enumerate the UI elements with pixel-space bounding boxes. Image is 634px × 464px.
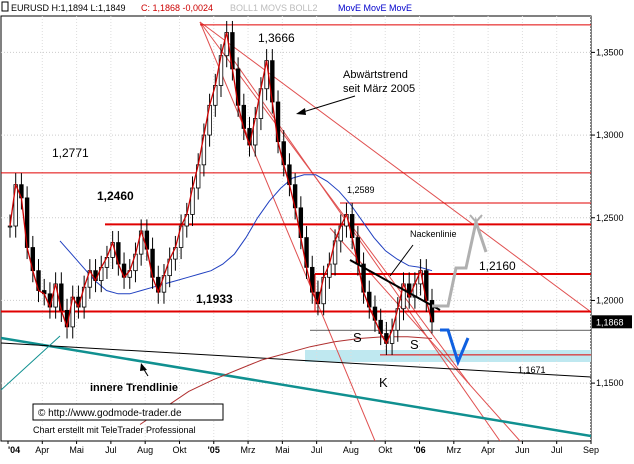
copyright-text: © http://www.godmode-trader.de bbox=[38, 408, 182, 419]
annotation-shoulder-left: S bbox=[353, 330, 362, 345]
footer: © http://www.godmode-trader.de Chart ers… bbox=[32, 403, 224, 435]
neckline bbox=[349, 259, 441, 311]
upper-band-line bbox=[59, 174, 433, 295]
x-tick-label: '06 bbox=[413, 445, 425, 455]
y-axis: 1,3500 1,3000 1,2500 1,2000 1,1500 bbox=[591, 47, 624, 388]
level-label-12460: 1,2460 bbox=[97, 189, 134, 203]
header-active-indicators: MovE MovE MovE bbox=[338, 3, 412, 13]
downtrend-line-middle bbox=[199, 21, 471, 386]
annotation-downtrend-pointer bbox=[302, 95, 356, 113]
x-tick-label: Mai bbox=[275, 445, 290, 455]
annotation-head: K bbox=[379, 375, 388, 390]
x-tick-label: '05 bbox=[208, 445, 220, 455]
level-label-13666: 1,3666 bbox=[258, 31, 295, 45]
x-tick-label: Aug bbox=[343, 445, 359, 455]
annotations: Abwärtstrend seit März 2005 Nackenlinie … bbox=[90, 69, 457, 394]
x-tick-label: Apr bbox=[35, 445, 49, 455]
level-label-12771: 1,2771 bbox=[52, 146, 89, 160]
level-labels: 1,3666 1,2771 1,2589 1,2460 1,2160 1,193… bbox=[52, 31, 546, 375]
forecast-bullish-path bbox=[432, 216, 488, 308]
x-tick-label: Sep bbox=[583, 445, 599, 455]
level-label-12160: 1,2160 bbox=[479, 259, 516, 273]
downtrend-line-lower bbox=[199, 21, 376, 441]
x-tick-label: Apr bbox=[481, 445, 495, 455]
candle-body bbox=[7, 225, 13, 228]
level-label-11933: 1,1933 bbox=[196, 292, 233, 306]
x-tick-label: Jul bbox=[551, 445, 563, 455]
header-close-info: C: 1,1868 -0,0024 bbox=[141, 3, 213, 13]
x-tick-label: Aug bbox=[137, 445, 153, 455]
x-tick-label: Jul bbox=[105, 445, 117, 455]
forecast-bullish-arrowhead bbox=[469, 214, 483, 224]
inner-trendline bbox=[1, 336, 591, 438]
created-with-text: Chart erstellt mit TeleTrader Profession… bbox=[33, 425, 196, 435]
last-price-tag: 1,1868 bbox=[592, 315, 632, 329]
level-label-12589: 1,2589 bbox=[347, 185, 375, 195]
x-tick-label: Mrz bbox=[241, 445, 256, 455]
header-symbol-info: EURUSD H:1,1894 L:1,1849 bbox=[11, 3, 126, 13]
annotation-inner-trendline: innere Trendlinie bbox=[90, 382, 178, 394]
neckline-pointer bbox=[389, 244, 414, 277]
last-price-label: 1,1868 bbox=[596, 317, 624, 327]
price-line bbox=[9, 32, 433, 345]
inner-trendline-left bbox=[1, 335, 61, 391]
x-tick-label: Okt bbox=[172, 445, 187, 455]
last-price-box bbox=[592, 315, 632, 329]
horizontal-levels bbox=[1, 24, 591, 356]
x-tick-label: Jun bbox=[515, 445, 530, 455]
x-tick-label: Okt bbox=[378, 445, 393, 455]
header-inactive-indicators: BOLL1 MOVS BOLL2 bbox=[230, 3, 318, 13]
copyright-box bbox=[32, 403, 224, 421]
forecast-bearish-path bbox=[440, 328, 470, 367]
level-label-11671: 1,1671 bbox=[518, 365, 546, 375]
annotation-neckline: Nackenlinie bbox=[410, 229, 457, 239]
y-tick-label: 1,2500 bbox=[596, 213, 624, 223]
long-support-line bbox=[1, 342, 591, 378]
annotation-downtrend: Abwärtstrend bbox=[343, 69, 408, 81]
y-tick-label: 1,3500 bbox=[596, 47, 624, 57]
x-tick-label: Mrz bbox=[446, 445, 461, 455]
x-tick-label: '04 bbox=[8, 445, 20, 455]
x-axis: '04 Apr Mai Jul Aug Okt '05 Mrz Mai Jul Aug Okt '06 M… bbox=[7, 441, 599, 455]
x-tick-label: Mai bbox=[69, 445, 84, 455]
annotation-downtrend-arrowhead bbox=[296, 108, 306, 115]
y-tick-label: 1,1500 bbox=[596, 378, 624, 388]
y-tick-label: 1,3000 bbox=[596, 130, 624, 140]
y-tick-label: 1,2000 bbox=[596, 295, 624, 305]
header-color-box bbox=[1, 1, 9, 12]
annotation-downtrend-since: seit März 2005 bbox=[343, 83, 415, 95]
x-tick-label: Jul bbox=[311, 445, 323, 455]
annotation-inner-trendline-arrowhead bbox=[140, 363, 147, 371]
annotation-shoulder-right: S bbox=[410, 337, 419, 352]
plot-area bbox=[0, 15, 592, 442]
candle-body bbox=[429, 300, 435, 323]
header: EURUSD H:1,1894 L:1,1849 C: 1,1868 -0,00… bbox=[1, 1, 412, 13]
